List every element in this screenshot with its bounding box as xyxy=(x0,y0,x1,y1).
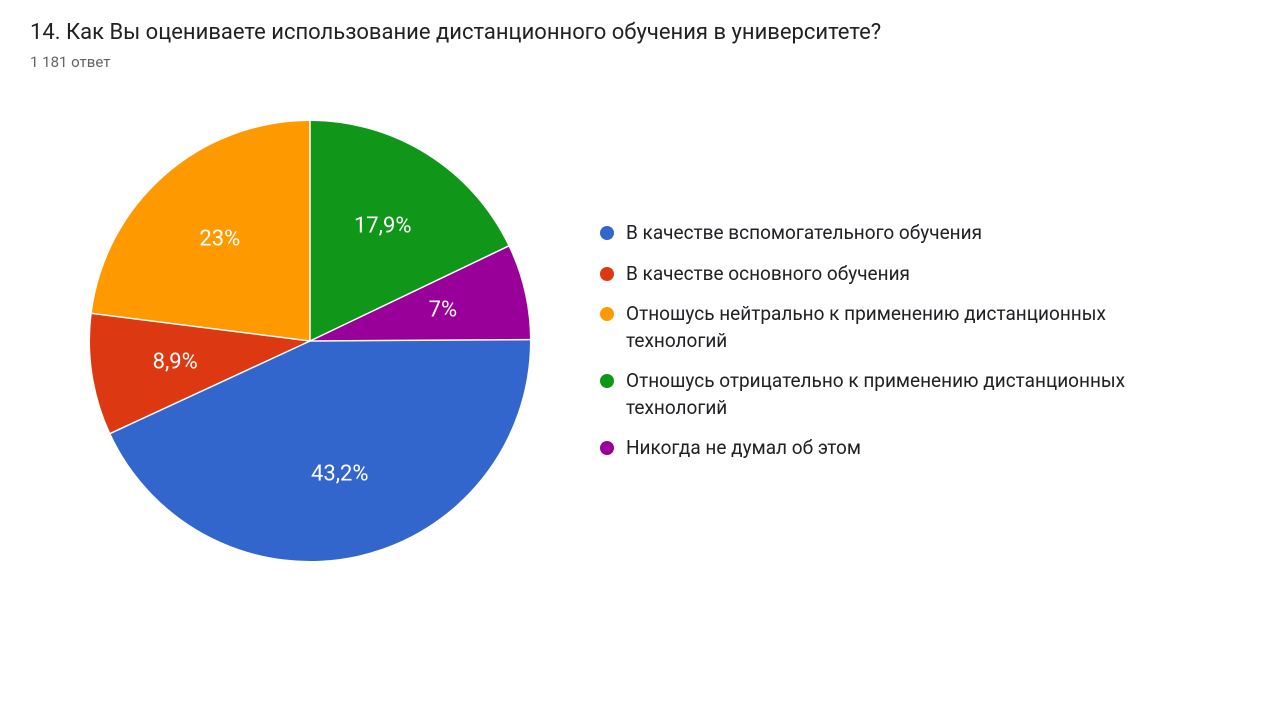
slice-label: 7% xyxy=(429,298,457,323)
legend-label: В качестве основного обучения xyxy=(626,261,910,288)
legend-swatch xyxy=(600,307,614,321)
legend: В качестве вспомогательного обучения В ка… xyxy=(600,220,1200,462)
slice-label: 8,9% xyxy=(153,349,198,374)
legend-item[interactable]: Никогда не думал об этом xyxy=(600,435,1200,462)
legend-swatch xyxy=(600,267,614,281)
pie-svg xyxy=(80,111,540,571)
legend-swatch xyxy=(600,441,614,455)
slice-label: 43,2% xyxy=(311,462,369,487)
legend-label: Отношусь нейтрально к применению дистанц… xyxy=(626,301,1200,354)
slice-label: 17,9% xyxy=(354,213,412,238)
legend-item[interactable]: Отношусь отрицательно к применению диста… xyxy=(600,368,1200,421)
chart-container: 17,9% 7% 43,2% 8,9% 23% В качестве вспомогат… xyxy=(30,111,1250,571)
question-title: 14. Как Вы оцениваете использование дист… xyxy=(30,20,1250,45)
slice-label: 23% xyxy=(199,226,240,251)
legend-item[interactable]: В качестве вспомогательного обучения xyxy=(600,220,1200,247)
legend-label: Никогда не думал об этом xyxy=(626,435,861,462)
pie-chart: 17,9% 7% 43,2% 8,9% 23% xyxy=(80,111,540,571)
legend-item[interactable]: В качестве основного обучения xyxy=(600,261,1200,288)
legend-swatch xyxy=(600,374,614,388)
response-count: 1 181 ответ xyxy=(30,53,1250,71)
legend-label: Отношусь отрицательно к применению диста… xyxy=(626,368,1200,421)
legend-swatch xyxy=(600,226,614,240)
legend-item[interactable]: Отношусь нейтрально к применению дистанц… xyxy=(600,301,1200,354)
legend-label: В качестве вспомогательного обучения xyxy=(626,220,982,247)
